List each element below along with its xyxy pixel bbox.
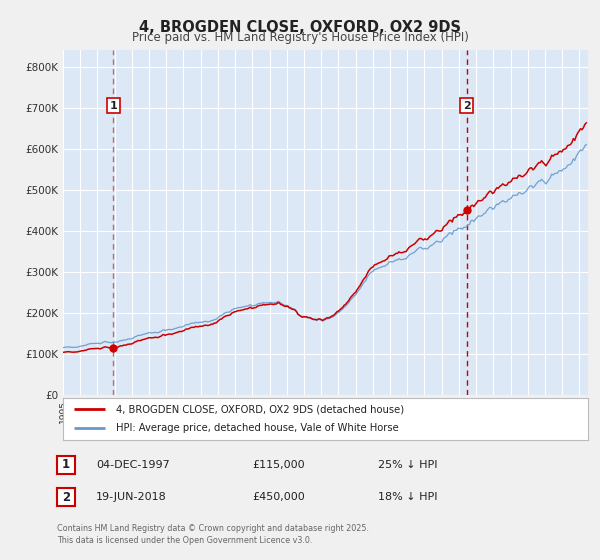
- Text: HPI: Average price, detached house, Vale of White Horse: HPI: Average price, detached house, Vale…: [115, 423, 398, 433]
- Text: £450,000: £450,000: [252, 492, 305, 502]
- Text: 19-JUN-2018: 19-JUN-2018: [96, 492, 167, 502]
- Text: Price paid vs. HM Land Registry's House Price Index (HPI): Price paid vs. HM Land Registry's House …: [131, 31, 469, 44]
- Text: 25% ↓ HPI: 25% ↓ HPI: [378, 460, 437, 470]
- Text: £115,000: £115,000: [252, 460, 305, 470]
- Text: 1: 1: [62, 458, 70, 472]
- Text: 1: 1: [109, 100, 117, 110]
- Text: 4, BROGDEN CLOSE, OXFORD, OX2 9DS: 4, BROGDEN CLOSE, OXFORD, OX2 9DS: [139, 20, 461, 35]
- Text: 04-DEC-1997: 04-DEC-1997: [96, 460, 170, 470]
- Text: 2: 2: [463, 100, 470, 110]
- Text: 2: 2: [62, 491, 70, 504]
- Text: Contains HM Land Registry data © Crown copyright and database right 2025.
This d: Contains HM Land Registry data © Crown c…: [57, 524, 369, 545]
- Text: 18% ↓ HPI: 18% ↓ HPI: [378, 492, 437, 502]
- Text: 4, BROGDEN CLOSE, OXFORD, OX2 9DS (detached house): 4, BROGDEN CLOSE, OXFORD, OX2 9DS (detac…: [115, 404, 404, 414]
